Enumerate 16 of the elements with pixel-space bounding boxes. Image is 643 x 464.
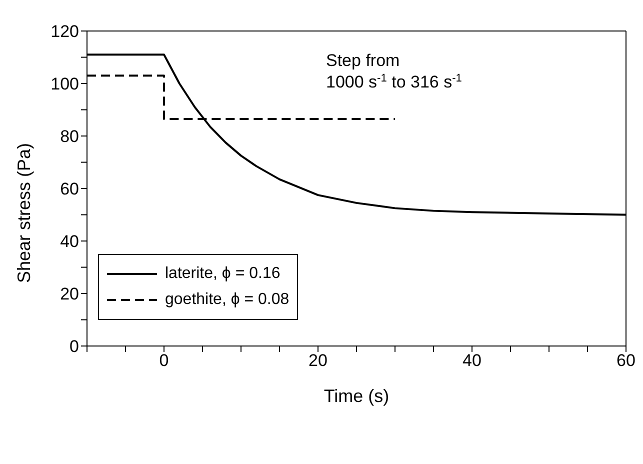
y-tick-label: 20 bbox=[60, 284, 79, 304]
y-tick-label: 100 bbox=[50, 74, 79, 94]
annotation: Step from 1000 s$^{-1}$ to 316 s$^{-1}$ bbox=[326, 51, 462, 92]
y-tick-label: 80 bbox=[60, 127, 79, 146]
x-axis-title: Time (s) bbox=[324, 386, 390, 406]
y-tick-label: 60 bbox=[60, 180, 79, 199]
x-tick-label: 40 bbox=[462, 351, 482, 370]
y-tick-label: 40 bbox=[60, 232, 79, 252]
x-tick-label: 0 bbox=[159, 351, 169, 370]
y-tick-label: 0 bbox=[70, 337, 79, 356]
y-tick-label: 120 bbox=[50, 22, 79, 42]
x-tick-label: 60 bbox=[616, 351, 636, 370]
y-axis-title: Shear stress (Pa) bbox=[14, 142, 34, 284]
legend-label: goethite, ϕ = 0.08 bbox=[165, 290, 290, 310]
x-tick-label: 20 bbox=[308, 351, 328, 370]
legend-label: laterite, ϕ = 0.16 bbox=[165, 264, 280, 284]
